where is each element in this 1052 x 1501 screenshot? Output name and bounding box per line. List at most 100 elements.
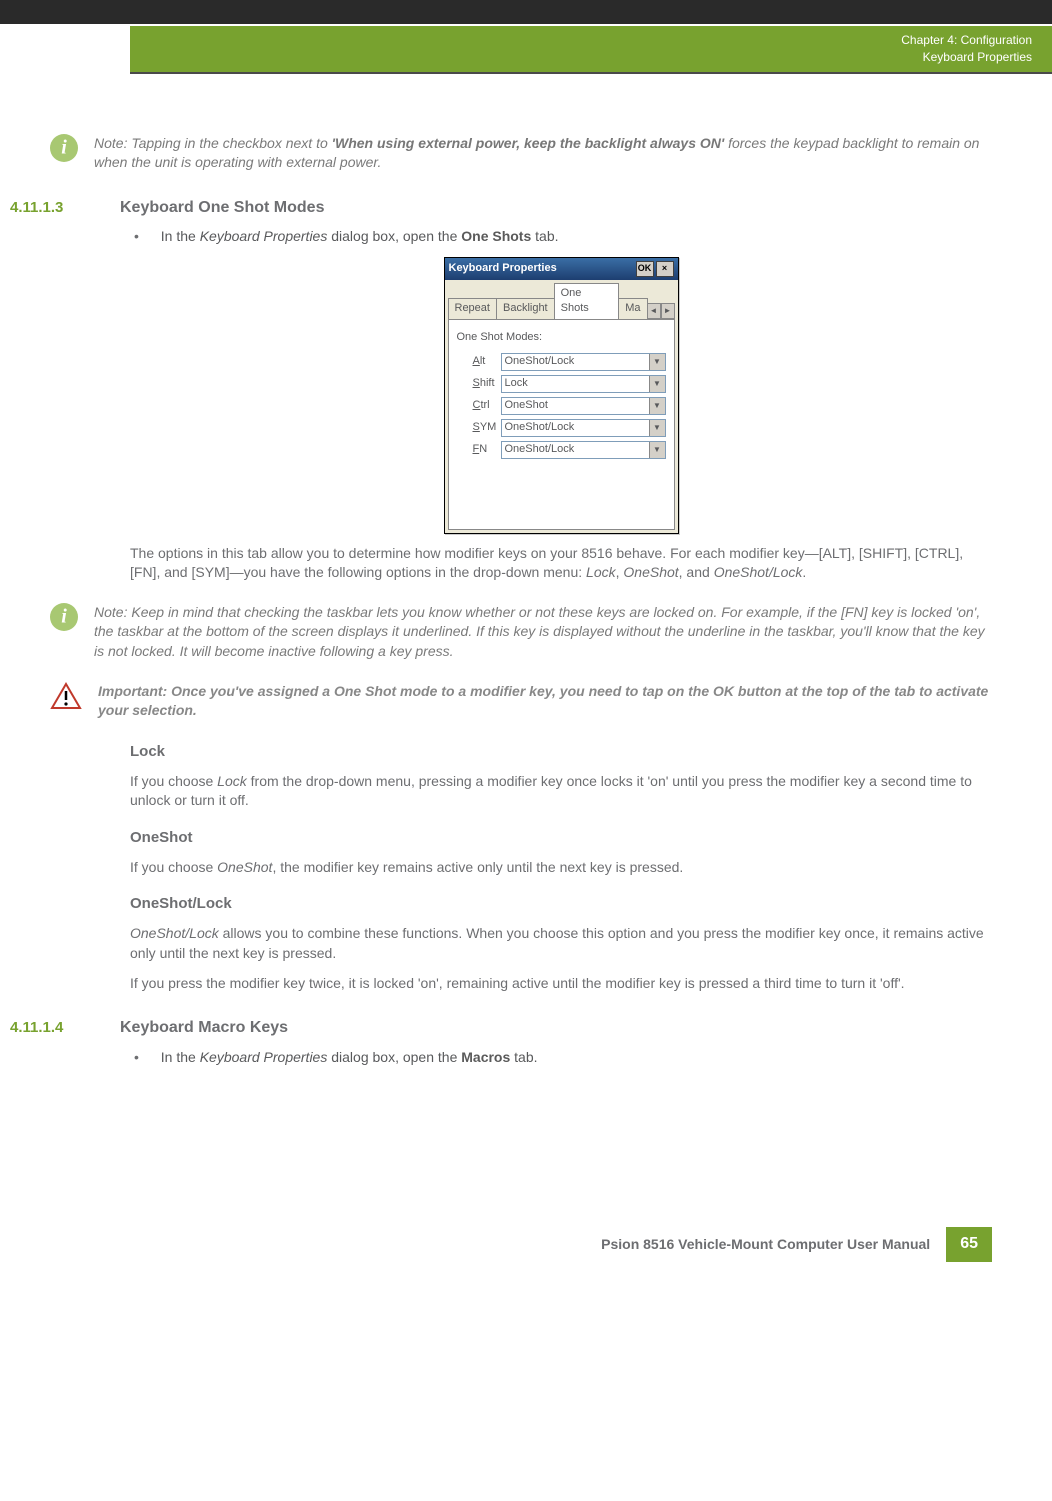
important-note: Important: Once you've assigned a One Sh…: [50, 682, 992, 721]
note-2-text: Note: Keep in mind that checking the tas…: [94, 603, 992, 662]
one-shot-modes-label: One Shot Modes:: [457, 330, 666, 345]
note-1-prefix: Tapping in the checkbox next to: [131, 135, 331, 151]
lock-head: Lock: [130, 741, 992, 762]
header-section: Keyboard Properties: [150, 49, 1032, 66]
tab-macros-cut[interactable]: Ma: [618, 298, 647, 318]
s1b-prefix: In the: [161, 228, 200, 244]
dialog-title-buttons: OK ×: [636, 261, 674, 277]
section-2-title: Keyboard Macro Keys: [120, 1017, 288, 1039]
one-shot-row-3: SYM OneShot/Lock ▼: [457, 419, 666, 437]
dialog-title: Keyboard Properties: [449, 261, 557, 276]
one-shot-key-label: Ctrl: [457, 398, 493, 413]
close-button[interactable]: ×: [656, 261, 674, 277]
p1i3: OneShot/Lock: [714, 564, 803, 580]
page-footer: Psion 8516 Vehicle-Mount Computer User M…: [0, 1227, 992, 1261]
osl-para1: OneShot/Lock allows you to combine these…: [130, 924, 992, 963]
combo-value: OneShot/Lock: [505, 354, 575, 369]
one-shot-row-2: Ctrl OneShot ▼: [457, 397, 666, 415]
para-options: The options in this tab allow you to det…: [130, 544, 992, 583]
s1b-end: tab.: [531, 228, 558, 244]
dialog-wrap: Keyboard Properties OK × Repeat Backligh…: [130, 257, 992, 534]
chevron-down-icon[interactable]: ▼: [649, 398, 665, 414]
tab-scroll-left[interactable]: ◄: [647, 303, 661, 319]
s2b-mid: dialog box, open the: [327, 1049, 461, 1065]
lock-i: Lock: [217, 773, 247, 789]
tab-one-shots[interactable]: One Shots: [554, 283, 620, 319]
tab-repeat[interactable]: Repeat: [448, 298, 497, 318]
header-dark-bar: [0, 0, 1052, 24]
one-shot-key-label: Alt: [457, 354, 493, 369]
p1s2: , and: [679, 564, 714, 580]
info-icon: [50, 603, 78, 631]
os-p2: , the modifier key remains active only u…: [272, 859, 683, 875]
page-header: Chapter 4: Configuration Keyboard Proper…: [130, 26, 1052, 74]
s1b-bold: One Shots: [461, 228, 531, 244]
osl-para2: If you press the modifier key twice, it …: [130, 974, 992, 994]
one-shot-combo[interactable]: OneShot ▼: [501, 397, 666, 415]
info-icon: [50, 134, 78, 162]
oneshotlock-head: OneShot/Lock: [130, 893, 992, 914]
p1e: .: [802, 564, 806, 580]
dialog-titlebar: Keyboard Properties OK ×: [445, 258, 678, 280]
chevron-down-icon[interactable]: ▼: [649, 354, 665, 370]
important-label: Important:: [98, 683, 167, 699]
s2b-end: tab.: [510, 1049, 537, 1065]
section-2-head: 4.11.1.4 Keyboard Macro Keys: [0, 1017, 992, 1039]
s2b-bold: Macros: [461, 1049, 510, 1065]
note-1-text: Note: Tapping in the checkbox next to 'W…: [94, 134, 992, 173]
lock-para: If you choose Lock from the drop-down me…: [130, 772, 992, 811]
oneshot-para: If you choose OneShot, the modifier key …: [130, 858, 992, 878]
osl-p1: allows you to combine these functions. W…: [130, 925, 984, 961]
chevron-down-icon[interactable]: ▼: [649, 376, 665, 392]
main-content: Note: Tapping in the checkbox next to 'W…: [0, 74, 1052, 1282]
combo-value: OneShot/Lock: [505, 442, 575, 457]
one-shot-key-label: Shift: [457, 376, 493, 391]
one-shot-key-label: FN: [457, 442, 493, 457]
s1b-mid: dialog box, open the: [327, 228, 461, 244]
tab-scroll: ◄ ►: [647, 303, 675, 319]
oneshot-head: OneShot: [130, 827, 992, 848]
important-body: Once you've assigned a One Shot mode to …: [98, 683, 988, 719]
lock-p1: If you choose: [130, 773, 217, 789]
one-shot-combo[interactable]: OneShot/Lock ▼: [501, 419, 666, 437]
os-p1: If you choose: [130, 859, 217, 875]
footer-page: 65: [946, 1227, 992, 1261]
note-1-bold: 'When using external power, keep the bac…: [332, 135, 725, 151]
note-label: Note:: [94, 135, 127, 151]
lock-p2: from the drop-down menu, pressing a modi…: [130, 773, 972, 809]
note-2-body: Keep in mind that checking the taskbar l…: [94, 604, 985, 659]
p1i1: Lock: [586, 564, 616, 580]
header-chapter: Chapter 4: Configuration: [150, 32, 1032, 49]
note-1: Note: Tapping in the checkbox next to 'W…: [50, 134, 992, 173]
combo-value: OneShot/Lock: [505, 420, 575, 435]
tab-backlight[interactable]: Backlight: [496, 298, 555, 318]
one-shot-key-label: SYM: [457, 420, 493, 435]
ok-button[interactable]: OK: [636, 261, 654, 277]
combo-value: Lock: [505, 376, 528, 391]
one-shot-combo[interactable]: Lock ▼: [501, 375, 666, 393]
note-2: Note: Keep in mind that checking the tas…: [50, 603, 992, 662]
combo-value: OneShot: [505, 398, 548, 413]
os-i: OneShot: [217, 859, 272, 875]
s1b-ital: Keyboard Properties: [200, 228, 328, 244]
section-1-num: 4.11.1.3: [0, 197, 120, 218]
section-2-bullet-1: In the Keyboard Properties dialog box, o…: [130, 1048, 992, 1068]
tab-scroll-right[interactable]: ►: [661, 303, 675, 319]
dialog-tabs: Repeat Backlight One Shots Ma ◄ ►: [448, 283, 675, 320]
important-text: Important: Once you've assigned a One Sh…: [98, 682, 992, 721]
section-1-bullets: In the Keyboard Properties dialog box, o…: [130, 227, 992, 247]
s2b-ital: Keyboard Properties: [200, 1049, 328, 1065]
chevron-down-icon[interactable]: ▼: [649, 420, 665, 436]
section-2-num: 4.11.1.4: [0, 1017, 120, 1038]
one-shot-combo[interactable]: OneShot/Lock ▼: [501, 353, 666, 371]
warning-icon: [50, 682, 82, 710]
one-shot-combo[interactable]: OneShot/Lock ▼: [501, 441, 666, 459]
one-shot-row-0: Alt OneShot/Lock ▼: [457, 353, 666, 371]
dialog-body: One Shot Modes: Alt OneShot/Lock ▼ Shift Loc…: [448, 320, 675, 530]
chevron-down-icon[interactable]: ▼: [649, 442, 665, 458]
keyboard-properties-dialog: Keyboard Properties OK × Repeat Backligh…: [444, 257, 679, 534]
note-label: Note:: [94, 604, 127, 620]
p1a: The options in this tab allow you to det…: [130, 545, 963, 581]
section-1-title: Keyboard One Shot Modes: [120, 197, 324, 219]
section-1-bullet-1: In the Keyboard Properties dialog box, o…: [130, 227, 992, 247]
